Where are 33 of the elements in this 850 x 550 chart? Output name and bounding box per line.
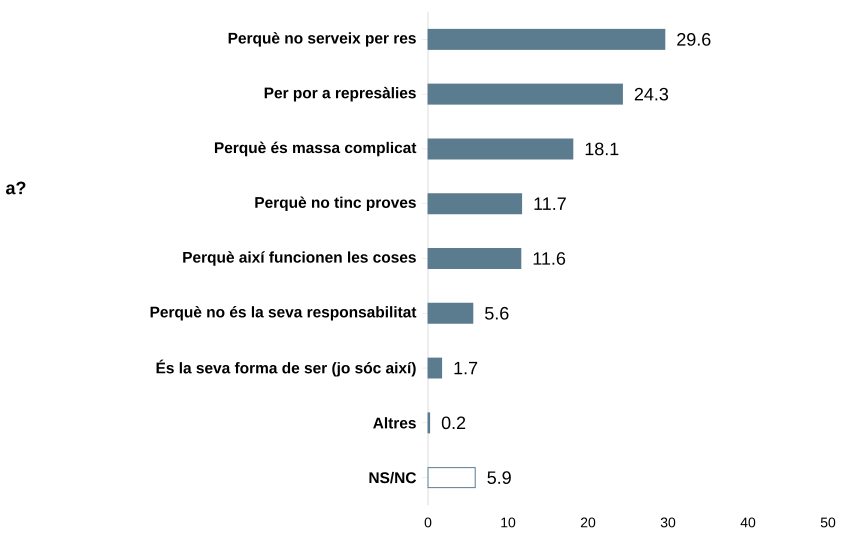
data-label: 24.3 (634, 88, 668, 101)
data-label: 11.7 (534, 198, 566, 210)
x-tick-label: 40 (740, 518, 756, 528)
data-label: 1.7 (454, 362, 478, 374)
x-tick-label: 20 (580, 518, 596, 528)
bar (428, 84, 623, 105)
y-tick-label: És la seva forma de ser (jo sóc així) (156, 360, 416, 377)
data-label: 5.9 (487, 471, 511, 484)
bar (428, 302, 474, 324)
y-tick-label: Perquè no tinc proves (255, 196, 416, 211)
data-label: 29.6 (677, 33, 710, 46)
x-tick-label: 50 (820, 518, 836, 528)
x-tick-label: 0 (424, 518, 432, 528)
data-label: 18.1 (586, 142, 618, 156)
bar (428, 193, 522, 214)
text: a? (6, 182, 26, 194)
y-tick-label: Altres (373, 417, 416, 429)
x-tick-label: 30 (660, 518, 676, 528)
data-label: 0.2 (442, 416, 466, 430)
y-tick-label: Per por a represàlies (264, 86, 416, 102)
bar (428, 248, 522, 270)
y-tick-label: Perquè és massa complicat (214, 142, 416, 156)
bar (428, 358, 442, 379)
y-tick-label: Perquè així funcionen les coses (183, 251, 416, 266)
data-label: 11.6 (534, 252, 566, 265)
bar (428, 467, 476, 488)
y-tick-label: Perquè no serveix per res (228, 32, 416, 47)
bar (428, 28, 666, 50)
x-tick-label: 10 (501, 518, 516, 528)
data-label: 5.6 (485, 306, 508, 320)
y-tick-label: NS/NC (369, 472, 416, 484)
bar (428, 138, 574, 160)
y-tick-label: Perquè no és la seva responsabilitat (150, 306, 416, 321)
